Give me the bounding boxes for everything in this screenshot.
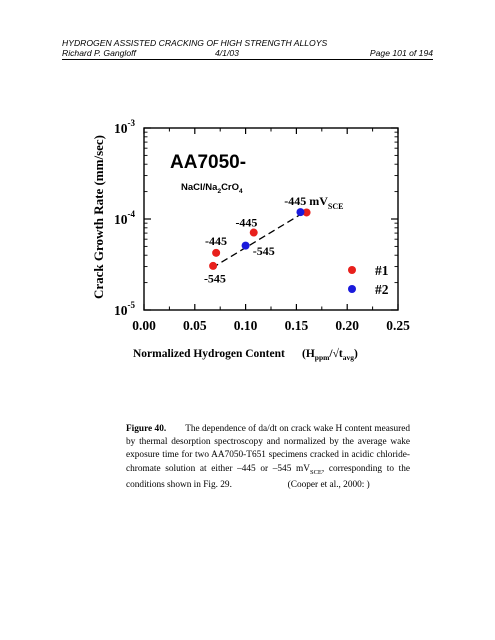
y-tick-label: 10-5 — [114, 300, 135, 318]
x-tick-label: 0.25 — [386, 318, 410, 333]
data-point — [212, 248, 221, 257]
point-annotation: -445 — [235, 215, 257, 229]
page-number: Page 101 of 194 — [369, 48, 433, 58]
legend-marker — [348, 266, 356, 274]
legend-marker — [348, 285, 356, 293]
crack-growth-chart: 0.00 0.05 0.10 0.15 0.20 0.25 10-3 10-4 10-5 Crac… — [91, 118, 410, 362]
point-annotation: -445 mVSCE — [284, 194, 343, 211]
data-point — [302, 208, 311, 217]
data-point — [296, 208, 305, 217]
point-annotation: -545 — [253, 244, 275, 258]
data-point — [249, 228, 258, 237]
x-tick-label: 0.15 — [285, 318, 309, 333]
legend-label: #1 — [375, 263, 389, 278]
caption-label: Figure 40. — [126, 424, 167, 434]
caption-text-end: , corresponding to the conditions shown … — [126, 463, 410, 490]
caption-sub: SCE — [309, 468, 322, 476]
legend-label: #2 — [375, 282, 389, 297]
point-annotation: -545 — [204, 272, 226, 286]
author-name: Richard P. Gangloff — [62, 48, 136, 58]
point-annotation: -445 — [205, 234, 227, 248]
caption-citation: (Cooper et al., 2000: ) — [287, 479, 370, 490]
data-point — [209, 261, 218, 270]
x-tick-label: 0.10 — [234, 318, 258, 333]
chart-title: AA7050- — [170, 152, 246, 173]
page-header: HYDROGEN ASSISTED CRACKING OF HIGH STREN… — [62, 38, 433, 58]
chart-subtitle: NaCl/Na2CrO4 — [181, 182, 243, 195]
y-tick-label: 10-3 — [114, 118, 135, 136]
x-axis-label: Normalized Hydrogen Content — [133, 348, 285, 360]
figure-caption: Figure 40. The dependence of da/dt on cr… — [126, 423, 410, 492]
trend-line — [211, 210, 306, 269]
y-tick-label: 10-4 — [114, 209, 135, 227]
data-point — [241, 241, 250, 250]
x-tick-label: 0.05 — [183, 318, 207, 333]
y-axis-label: Crack Growth Rate (mm/sec) — [91, 135, 106, 299]
x-axis-units: (Hppm/√tavg) — [302, 347, 358, 362]
x-tick-label: 0.20 — [335, 318, 359, 333]
header-date: 4/1/03 — [215, 48, 239, 58]
x-tick-label: 0.00 — [132, 318, 156, 333]
running-title: HYDROGEN ASSISTED CRACKING OF HIGH STREN… — [62, 38, 328, 48]
header-rule — [62, 59, 433, 60]
caption-text: The dependence of da/dt on crack wake H … — [126, 424, 410, 474]
